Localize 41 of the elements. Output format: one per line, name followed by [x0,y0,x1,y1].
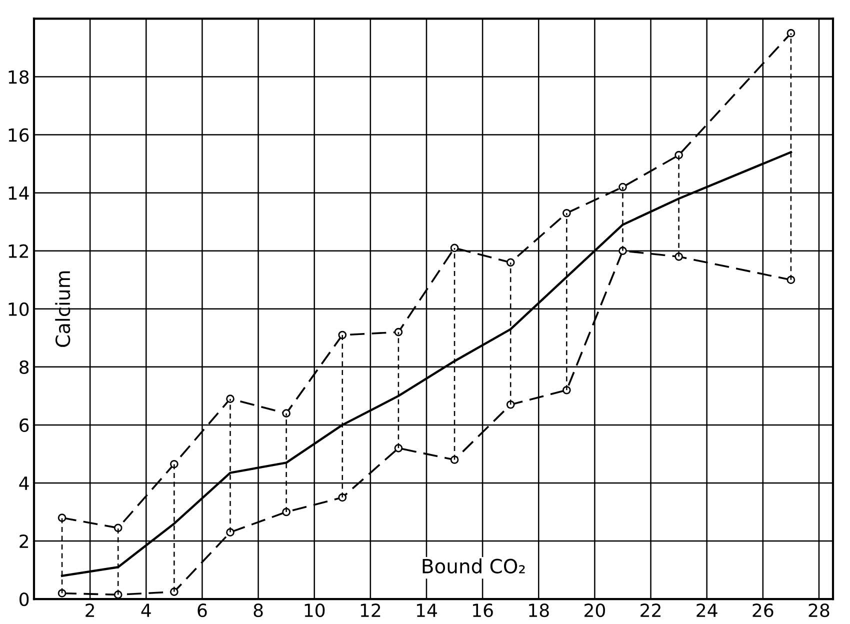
x-axis-title: Bound CO₂ [422,558,525,574]
y-tick-label: 0 [20,592,29,606]
point [506,400,515,409]
point [450,456,459,464]
x-tick-label: 24 [696,604,718,617]
y-axis-title: Calcium [55,271,70,347]
x-tick-label: 26 [752,604,774,618]
x-tick-label: 12 [360,604,380,617]
y-tick-label: 2 [20,534,28,548]
point [58,514,66,522]
point [450,244,459,252]
x-tick-label: 28 [808,604,830,618]
x-tick-label: 22 [640,604,660,617]
y-tick-label: 12 [8,244,28,258]
point [114,524,122,532]
y-tick-label: 8 [20,360,29,374]
y-tick-label: 4 [19,476,29,490]
point [394,328,403,336]
x-tick-label: 6 [198,604,207,618]
y-tick-label: 18 [8,70,29,84]
point [562,208,571,218]
point [786,29,796,38]
point [786,276,796,284]
x-tick-label: 14 [416,604,437,617]
y-tick-label: 6 [20,418,29,432]
point [338,493,347,502]
x-tick-label: 4 [141,604,151,617]
x-tick-label: 18 [529,604,549,618]
point [58,589,66,598]
x-tick-label: 16 [473,604,493,618]
y-tick-label: 14 [8,186,29,200]
x-tick-label: 2 [86,604,94,617]
point [282,409,290,418]
y-tick-label: 10 [8,302,29,316]
x-tick-label: 8 [254,604,263,618]
point [338,330,347,340]
x-tick-label: 10 [304,604,325,618]
y-tick-label: 16 [8,128,29,142]
point [394,444,403,452]
x-tick-label: 20 [584,604,605,618]
point [506,258,515,267]
